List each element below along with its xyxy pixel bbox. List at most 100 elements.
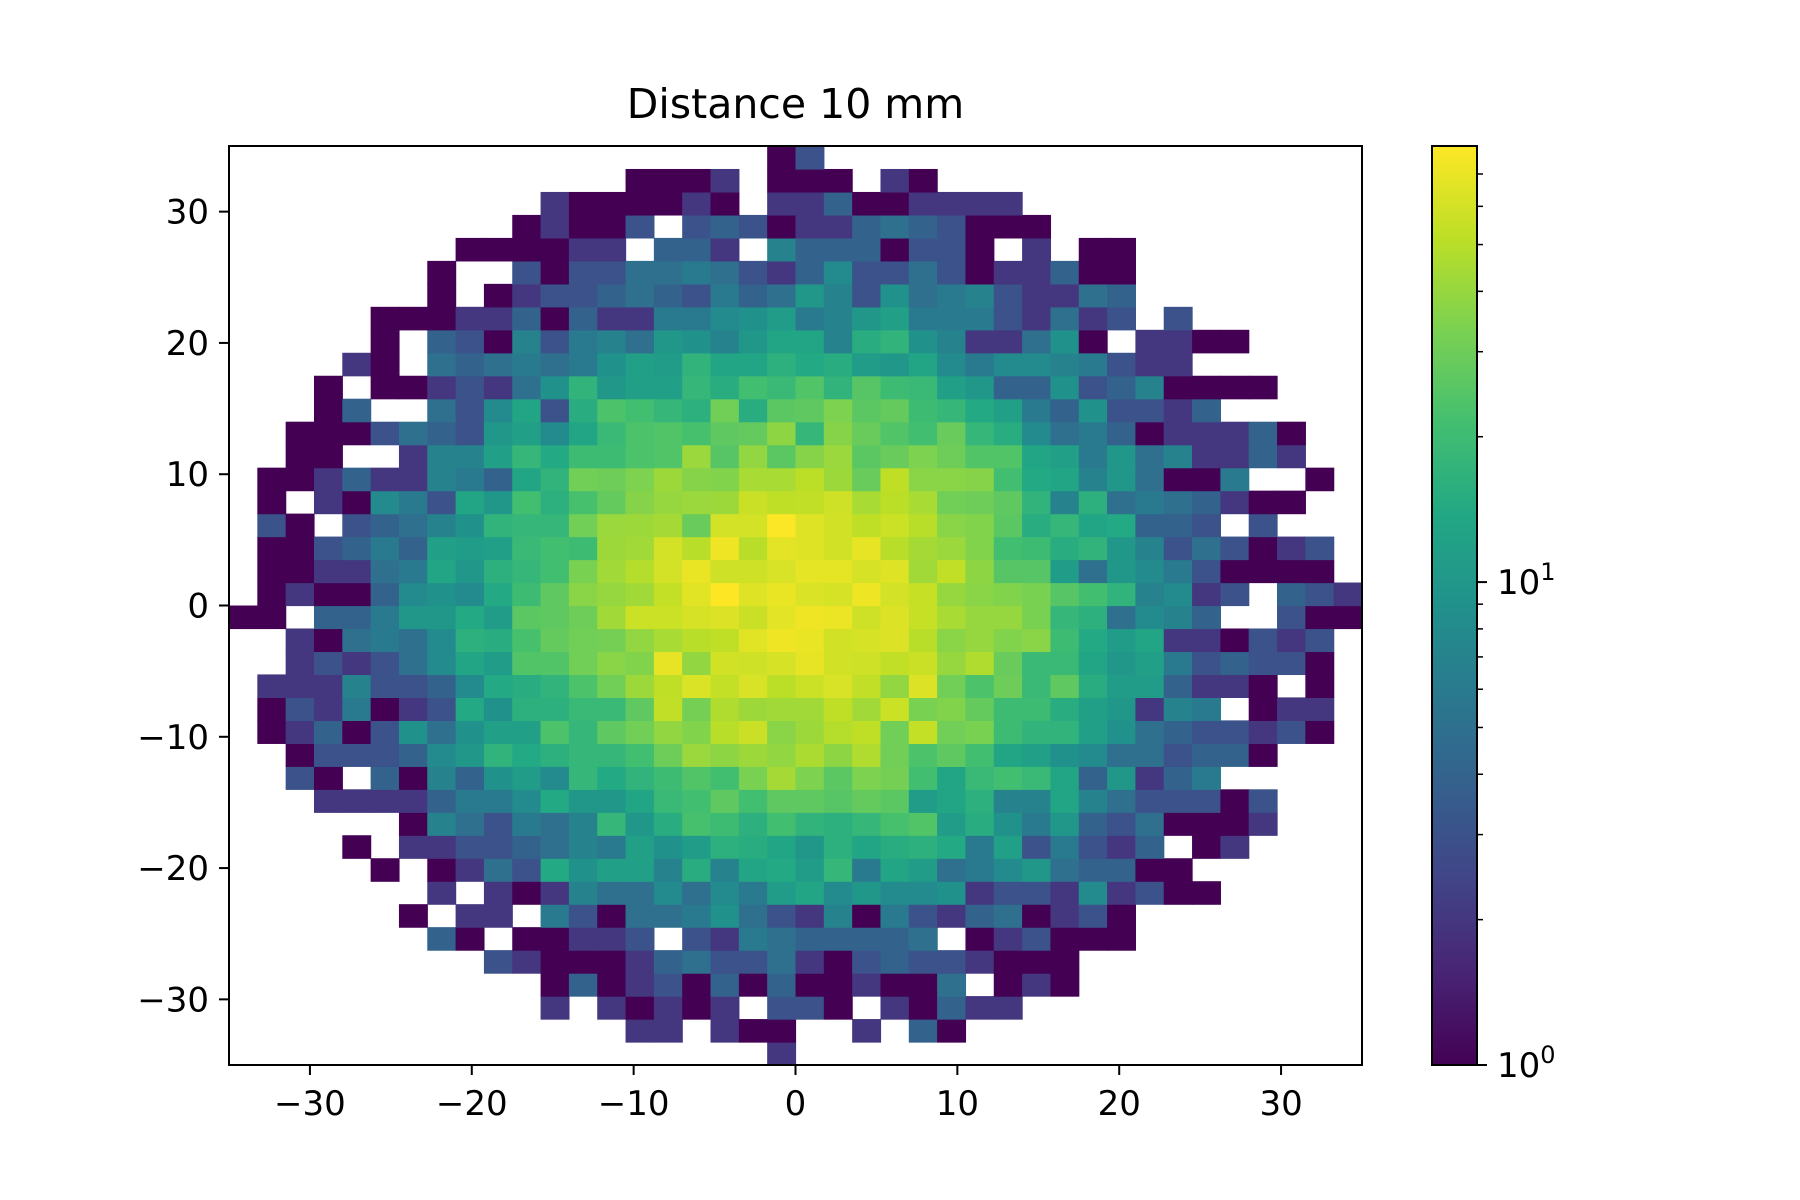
heatmap-cell	[823, 375, 853, 400]
heatmap-cell	[993, 582, 1023, 607]
heatmap-cell	[965, 536, 995, 561]
heatmap-cell	[313, 674, 343, 698]
heatmap-cell	[483, 605, 513, 630]
heatmap-cell	[993, 766, 1023, 790]
heatmap-cell	[455, 605, 485, 630]
heatmap-cell	[965, 513, 995, 538]
heatmap-cell	[823, 766, 853, 790]
heatmap-cell	[852, 329, 882, 354]
heatmap-cell	[512, 858, 542, 882]
heatmap-cell	[1220, 812, 1250, 836]
heatmap-cell	[795, 467, 825, 492]
heatmap-cell	[1277, 605, 1306, 630]
heatmap-cell	[483, 858, 513, 882]
heatmap-cell	[1305, 605, 1335, 630]
heatmap-cell	[540, 996, 570, 1020]
heatmap-cell	[370, 858, 400, 882]
heatmap-cell	[625, 904, 655, 928]
heatmap-cell	[1050, 329, 1080, 354]
heatmap-cell	[1107, 835, 1136, 859]
heatmap-cell	[1248, 812, 1278, 836]
heatmap-cell	[993, 789, 1023, 813]
heatmap-cell	[1078, 329, 1108, 354]
heatmap-cell	[965, 789, 995, 813]
heatmap-cell	[1163, 536, 1193, 561]
heatmap-cell	[823, 743, 853, 767]
heatmap-cell	[625, 835, 655, 859]
heatmap-cell	[483, 674, 513, 698]
heatmap-cell	[568, 536, 598, 561]
heatmap-cell	[597, 559, 627, 584]
heatmap-cell	[880, 513, 910, 538]
heatmap-cell	[1192, 743, 1221, 767]
heatmap-cell	[370, 605, 400, 630]
heatmap-cell	[795, 996, 825, 1020]
heatmap-cell	[1107, 812, 1136, 836]
heatmap-cell	[455, 743, 485, 767]
heatmap-cell	[1107, 352, 1136, 377]
heatmap-cell	[908, 835, 938, 859]
heatmap-cell	[880, 697, 910, 721]
heatmap-cell	[1220, 674, 1250, 698]
heatmap-cell	[1022, 398, 1052, 423]
heatmap-cell	[852, 697, 882, 721]
heatmap-cell	[908, 490, 938, 515]
heatmap-cell	[1107, 513, 1136, 538]
heatmap-cell	[1305, 467, 1335, 492]
heatmap-cell	[1107, 697, 1136, 721]
heatmap-cell	[427, 306, 457, 331]
heatmap-cell	[625, 490, 655, 515]
heatmap-cell	[370, 766, 400, 790]
heatmap-cell	[568, 743, 598, 767]
heatmap-cell	[1022, 720, 1052, 744]
heatmap-cell	[1107, 536, 1136, 561]
heatmap-cell	[540, 835, 570, 859]
heatmap-cell	[653, 329, 683, 354]
heatmap-cell	[738, 398, 768, 423]
heatmap-cell	[1248, 421, 1278, 446]
heatmap-cell	[1277, 490, 1306, 515]
heatmap-cell	[937, 467, 967, 492]
heatmap-cell	[625, 214, 655, 239]
heatmap-cell	[795, 191, 825, 216]
heatmap-cell	[1078, 743, 1108, 767]
heatmap-cell	[427, 605, 457, 630]
heatmap-cell	[512, 881, 542, 905]
heatmap-cell	[880, 490, 910, 515]
heatmap-cell	[1192, 628, 1221, 653]
heatmap-cell	[455, 651, 485, 676]
heatmap-cell	[880, 352, 910, 377]
heatmap-cell	[455, 812, 485, 836]
heatmap-cell	[540, 812, 570, 836]
heatmap-cell	[937, 996, 967, 1020]
heatmap-cell	[937, 789, 967, 813]
heatmap-cell	[483, 743, 513, 767]
heatmap-cell	[1078, 467, 1108, 492]
heatmap-cell	[823, 467, 853, 492]
heatmap-cell	[1050, 674, 1080, 698]
heatmap-cell	[937, 375, 967, 400]
heatmap-cell	[795, 858, 825, 882]
heatmap-cell	[1135, 398, 1165, 423]
heatmap-cell	[738, 743, 768, 767]
heatmap-cell	[1022, 214, 1052, 239]
heatmap-cell	[512, 835, 542, 859]
heatmap-cell	[1107, 720, 1136, 744]
heatmap-cell	[512, 559, 542, 584]
heatmap-cell	[1022, 329, 1052, 354]
heatmap-cell	[795, 743, 825, 767]
heatmap-cell	[767, 146, 797, 170]
heatmap-cell	[398, 812, 428, 836]
x-tick-label: 20	[1098, 1084, 1141, 1124]
heatmap-cell	[937, 306, 967, 331]
heatmap-cell	[1192, 444, 1221, 469]
heatmap-cell	[483, 720, 513, 744]
heatmap-cell	[908, 950, 938, 974]
heatmap-cell	[710, 582, 740, 607]
heatmap-cell	[540, 766, 570, 790]
heatmap-cell	[370, 559, 400, 584]
heatmap-cell	[625, 628, 655, 653]
heatmap-cell	[965, 398, 995, 423]
heatmap-cell	[965, 559, 995, 584]
